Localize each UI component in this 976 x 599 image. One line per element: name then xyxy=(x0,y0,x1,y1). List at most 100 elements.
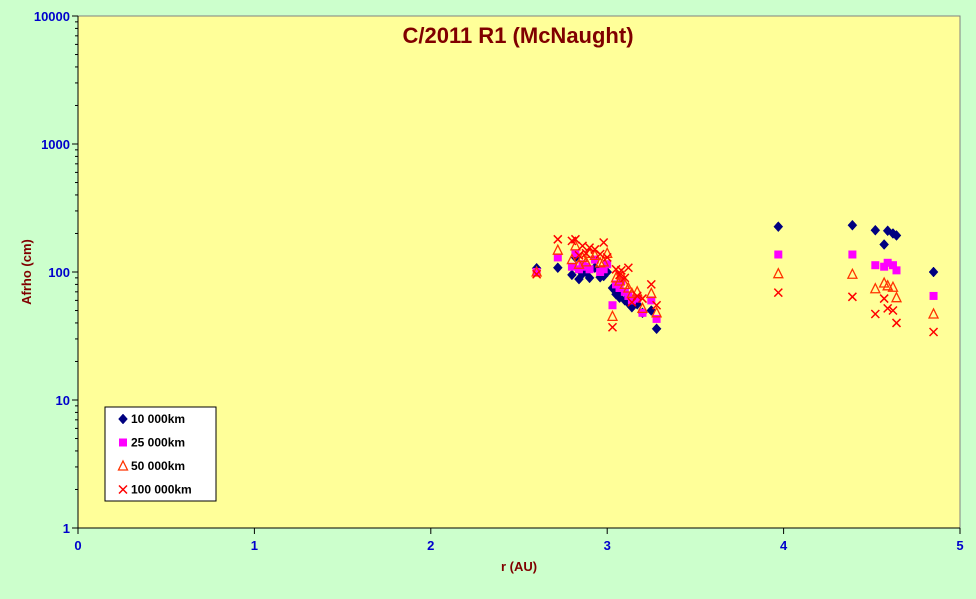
data-point xyxy=(890,291,903,303)
y-axis-title: Afrho (cm) xyxy=(19,239,34,305)
data-point xyxy=(608,301,617,310)
data-point xyxy=(846,267,858,279)
data-point xyxy=(577,241,588,251)
data-point xyxy=(570,234,580,244)
data-point xyxy=(870,309,880,319)
x-tick-label: 5 xyxy=(956,538,963,553)
data-point xyxy=(887,280,899,292)
data-point xyxy=(580,255,592,267)
data-point xyxy=(571,249,580,258)
data-point xyxy=(584,272,595,284)
data-point xyxy=(637,294,648,304)
y-tick-label: 100 xyxy=(48,265,70,280)
x-axis-title: r (AU) xyxy=(501,559,537,574)
data-point xyxy=(553,253,562,262)
data-point xyxy=(567,262,576,271)
y-tick-label: 1 xyxy=(63,521,70,536)
legend-label: 25 000km xyxy=(131,436,185,450)
data-point xyxy=(647,296,656,305)
x-tick-label: 2 xyxy=(427,538,434,553)
data-point xyxy=(569,239,581,251)
legend-marker xyxy=(119,438,127,447)
y-tick-label: 10 xyxy=(56,393,70,408)
data-point xyxy=(870,224,881,236)
data-point xyxy=(847,219,858,231)
legend-label: 10 000km xyxy=(131,412,185,426)
data-point xyxy=(566,253,578,265)
data-point xyxy=(879,294,889,304)
data-point xyxy=(619,277,631,290)
y-axis-ticks: 1 10 100 1000 10000 xyxy=(34,9,78,536)
data-point xyxy=(598,255,610,267)
data-point xyxy=(891,230,902,241)
x-axis-ticks: 0 1 2 3 4 5 xyxy=(74,528,964,553)
legend-marker xyxy=(117,459,129,471)
data-point xyxy=(869,282,881,294)
data-point xyxy=(848,250,857,259)
data-point xyxy=(847,292,857,302)
legend-marker xyxy=(118,484,128,495)
data-point xyxy=(651,323,662,335)
data-point xyxy=(589,248,601,260)
data-point xyxy=(774,250,783,259)
data-point xyxy=(773,221,784,233)
data-point xyxy=(892,266,901,275)
data-point xyxy=(607,322,618,332)
series-4 xyxy=(532,234,939,337)
data-point xyxy=(645,286,657,299)
data-point xyxy=(622,281,634,293)
data-point xyxy=(594,256,606,268)
data-point xyxy=(636,301,649,314)
data-point xyxy=(620,273,630,283)
data-point xyxy=(606,309,619,322)
data-point xyxy=(599,237,609,248)
data-point xyxy=(652,314,661,323)
legend-label: 50 000km xyxy=(131,459,185,473)
data-point xyxy=(595,249,605,259)
data-point xyxy=(615,283,624,292)
data-point xyxy=(772,267,784,279)
y-tick-label: 1000 xyxy=(41,137,70,152)
chart-title: C/2011 R1 (McNaught) xyxy=(402,23,633,48)
data-point xyxy=(616,265,626,275)
x-tick-label: 4 xyxy=(780,538,788,553)
data-point xyxy=(871,261,880,270)
data-point xyxy=(581,248,591,258)
data-point xyxy=(567,269,577,281)
data-point xyxy=(882,279,894,291)
data-point xyxy=(883,258,892,267)
data-point xyxy=(888,261,897,270)
data-point xyxy=(646,279,656,289)
data-point xyxy=(928,266,939,278)
series-3 xyxy=(531,239,940,322)
data-point xyxy=(888,306,898,316)
data-point xyxy=(883,303,893,313)
data-point xyxy=(602,252,612,262)
data-point xyxy=(632,291,642,301)
y-tick-label: 10000 xyxy=(34,9,70,24)
data-point xyxy=(574,250,584,260)
data-point xyxy=(573,257,585,269)
data-point xyxy=(927,307,940,319)
data-point xyxy=(773,288,783,298)
data-point xyxy=(633,294,642,303)
data-point xyxy=(623,263,633,273)
data-point xyxy=(585,265,594,274)
data-point xyxy=(627,296,636,305)
data-point xyxy=(651,306,663,318)
data-point xyxy=(929,327,939,337)
data-point xyxy=(552,243,564,255)
data-point xyxy=(599,265,608,274)
data-point xyxy=(929,291,938,300)
x-tick-label: 1 xyxy=(251,538,258,553)
data-point xyxy=(585,243,595,253)
legend: 10 000km 25 000km 50 000km 100 000km xyxy=(104,406,217,502)
data-point xyxy=(532,268,541,276)
x-tick-label: 0 xyxy=(74,538,81,553)
plot-area xyxy=(77,15,961,529)
data-point xyxy=(652,300,662,310)
data-point xyxy=(532,269,542,279)
legend-label: 100 000km xyxy=(131,483,192,497)
